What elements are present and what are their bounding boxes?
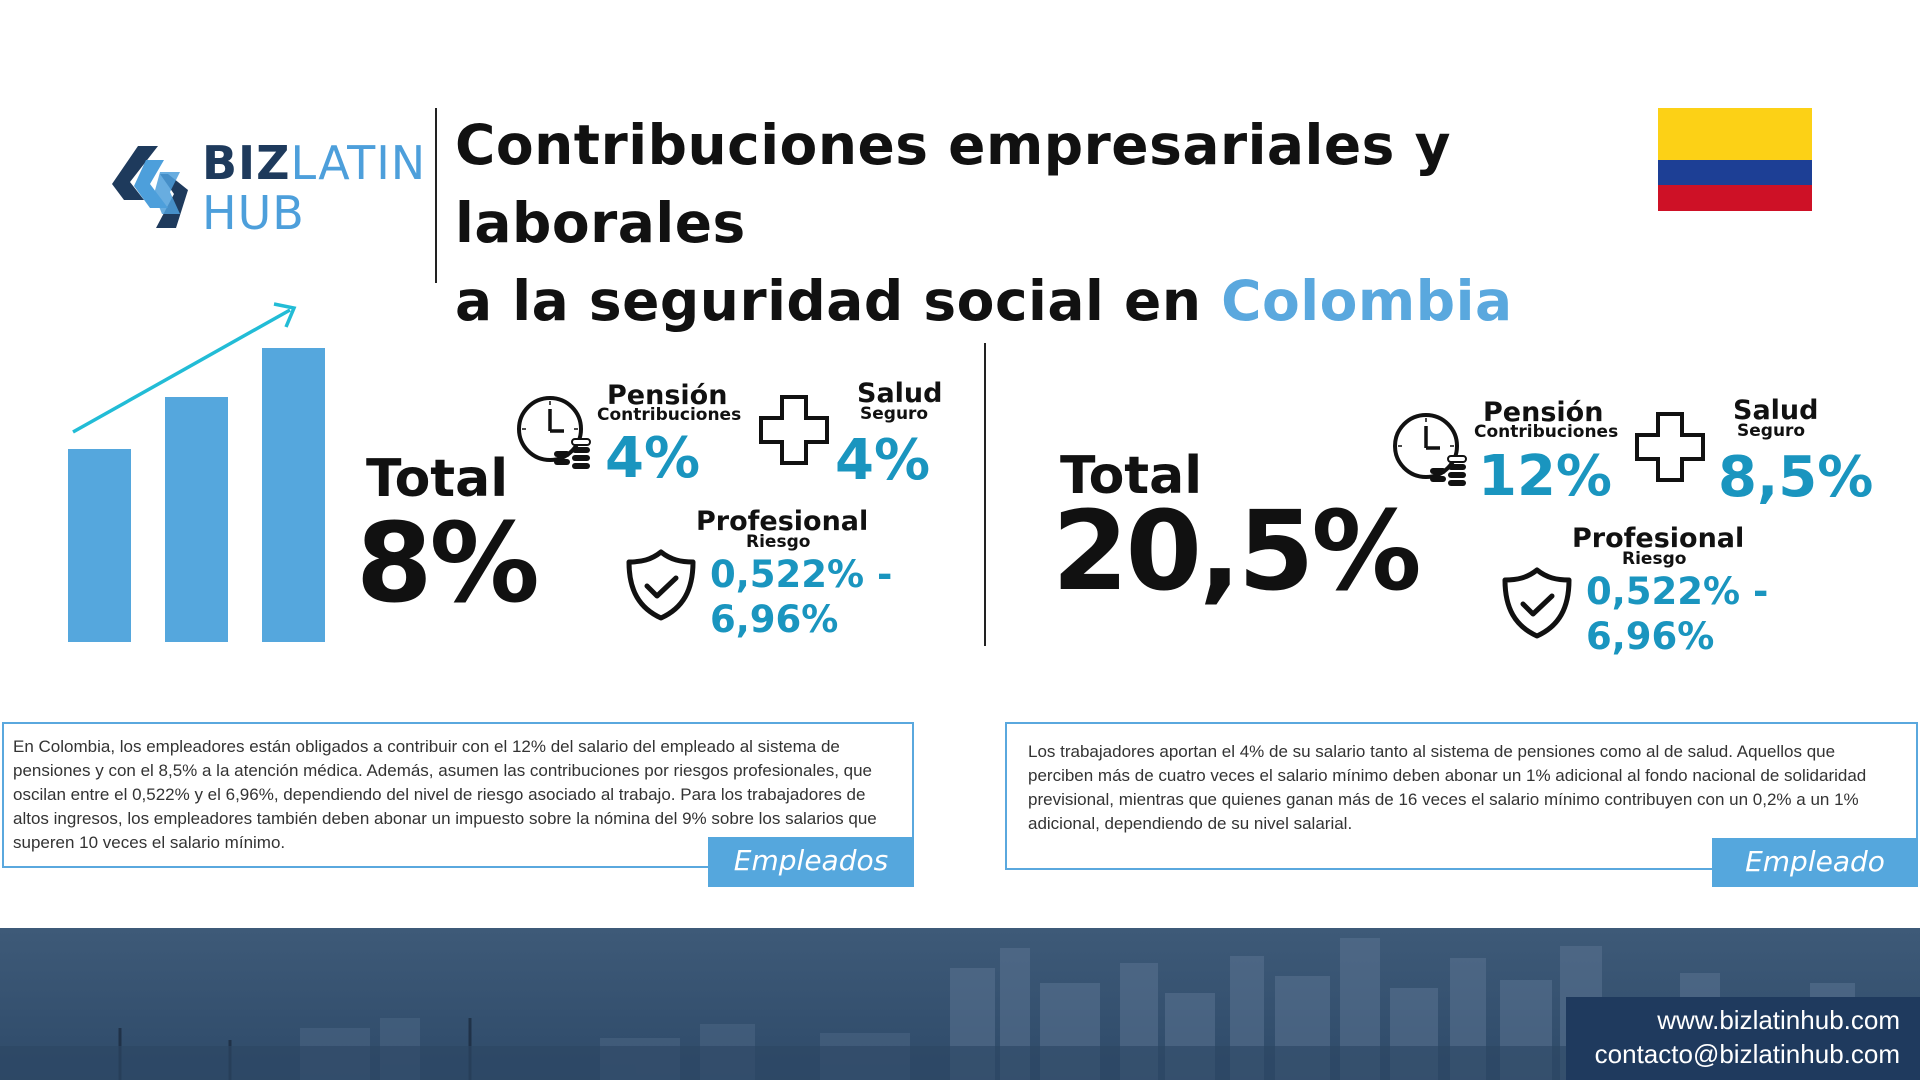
page-title-line2: a la seguridad social en Colombia xyxy=(455,262,1655,340)
page-title-line1: Contribuciones empresariales y laborales xyxy=(455,113,1451,255)
biz-latin-hub-logo-icon xyxy=(112,146,188,228)
employee-description-text: Los trabajadores aportan el 4% de su sal… xyxy=(1028,742,1867,833)
employer-description-text: En Colombia, los empleadores están oblig… xyxy=(13,737,877,852)
employer-health-value: 4% xyxy=(835,428,931,493)
shield-check-icon xyxy=(626,549,696,621)
header-divider xyxy=(435,108,437,283)
employee-total-value: 20,5% xyxy=(1052,487,1422,615)
page-title: Contribuciones empresariales y laborales… xyxy=(455,106,1655,340)
brand-name-latin: LATIN xyxy=(290,136,427,190)
employee-health-subtitle: Seguro xyxy=(1737,421,1806,441)
chart-bar-2 xyxy=(165,397,228,642)
brand-name-hub: HUB xyxy=(202,186,305,240)
contact-box: www.bizlatinhub.com contacto@bizlatinhub… xyxy=(1566,997,1920,1080)
employee-risk-subtitle: Riesgo xyxy=(1622,549,1687,569)
employer-pension-title: Pensión xyxy=(607,380,728,411)
page-title-country: Colombia xyxy=(1221,269,1513,333)
chart-bar-1 xyxy=(68,449,131,642)
flag-yellow-stripe xyxy=(1658,108,1812,160)
employer-total-label: Total xyxy=(366,449,509,509)
employer-pension-value: 4% xyxy=(605,426,701,491)
website-link[interactable]: www.bizlatinhub.com xyxy=(1657,1005,1900,1035)
employee-health-title: Salud xyxy=(1733,395,1819,426)
brand-wordmark: BIZLATIN HUB xyxy=(202,138,426,238)
clock-coins-icon xyxy=(1393,413,1467,486)
employer-pension-subtitle: Contribuciones xyxy=(597,405,742,425)
employee-risk-title: Profesional xyxy=(1572,523,1745,554)
section-divider xyxy=(984,343,986,646)
email-link[interactable]: contacto@bizlatinhub.com xyxy=(1594,1039,1900,1069)
brand-name-biz: BIZ xyxy=(202,136,291,190)
employer-health-subtitle: Seguro xyxy=(860,404,929,424)
medical-cross-icon xyxy=(759,395,829,465)
shield-check-icon xyxy=(1502,567,1572,639)
clock-coins-icon xyxy=(517,396,591,469)
employee-health-value: 8,5% xyxy=(1718,445,1874,510)
employee-tag: Empleado xyxy=(1712,838,1918,887)
page-title-line2-prefix: a la seguridad social en xyxy=(455,269,1222,333)
flag-red-stripe xyxy=(1658,185,1812,211)
employee-pension-subtitle: Contribuciones xyxy=(1474,422,1619,442)
employee-pension-title: Pensión xyxy=(1483,397,1604,428)
employee-risk-value-line2: 6,96% xyxy=(1586,615,1715,658)
employee-risk-value-line1: 0,522% - xyxy=(1586,570,1769,613)
colombia-flag xyxy=(1658,108,1812,211)
trend-arrow-icon xyxy=(72,302,297,434)
employer-risk-value: 0,522% - 6,96% xyxy=(710,552,892,642)
chart-bar-3 xyxy=(262,348,325,642)
employee-pension-value: 12% xyxy=(1478,444,1613,509)
employer-total-value: 8% xyxy=(356,499,540,627)
employee-total-label: Total xyxy=(1060,446,1203,506)
flag-blue-stripe xyxy=(1658,160,1812,185)
employer-tag: Empleados xyxy=(708,837,914,887)
employer-risk-title: Profesional xyxy=(696,506,869,537)
brand-logo[interactable]: BIZLATIN HUB xyxy=(110,138,425,238)
employer-health-title: Salud xyxy=(857,378,943,409)
employer-risk-value-line1: 0,522% - xyxy=(710,553,893,596)
employee-risk-value: 0,522% - 6,96% xyxy=(1586,569,1768,659)
employer-risk-subtitle: Riesgo xyxy=(746,532,811,552)
medical-cross-icon xyxy=(1635,412,1705,482)
employer-risk-value-line2: 6,96% xyxy=(710,598,839,641)
